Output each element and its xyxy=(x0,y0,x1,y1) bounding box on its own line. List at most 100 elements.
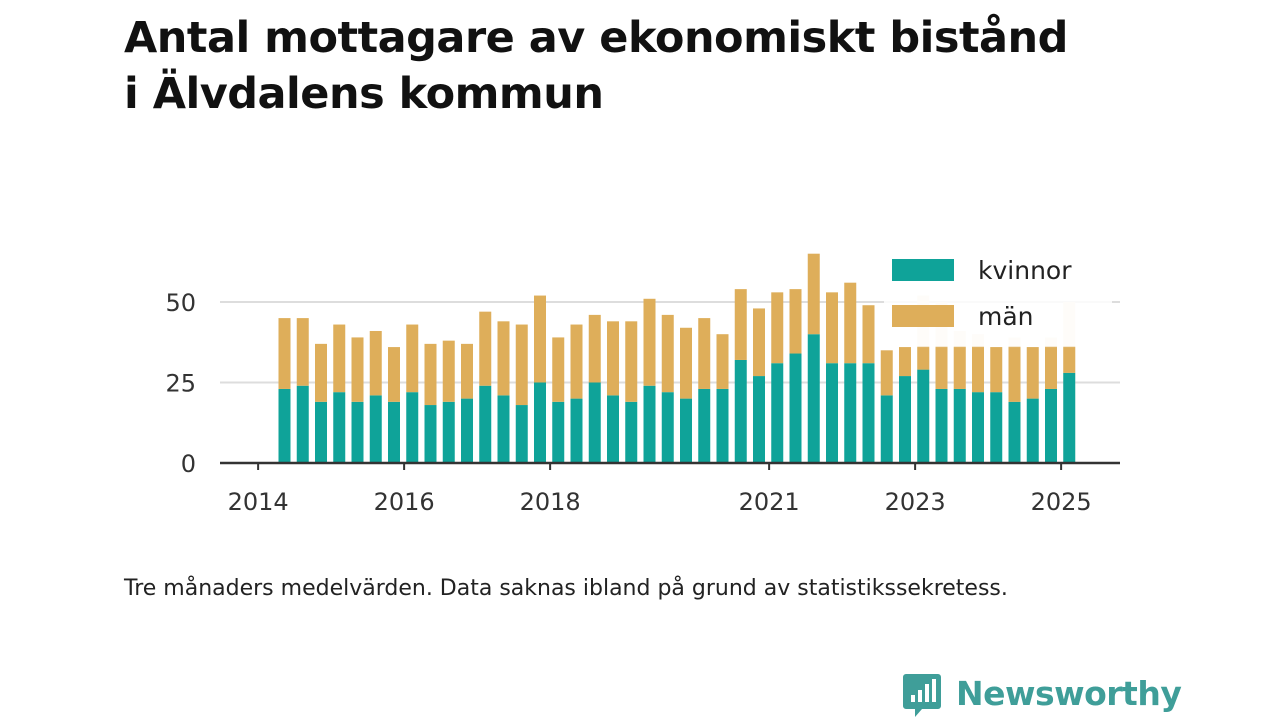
chart-footnote: Tre månaders medelvärden. Data saknas ib… xyxy=(124,576,1008,601)
bar-man xyxy=(515,324,528,406)
bar-kvinnor xyxy=(1045,388,1057,463)
title-line-1: Antal mottagare av ekonomiskt bistånd xyxy=(124,13,1068,63)
bar-man xyxy=(753,308,765,377)
bar-man xyxy=(534,295,546,383)
bar-man xyxy=(442,340,455,402)
chart-title: Antal mottagare av ekonomiskt bistånd i … xyxy=(124,10,1224,122)
bar-man xyxy=(1008,347,1021,402)
bar-kvinnor xyxy=(461,398,473,463)
bar-man xyxy=(972,347,984,393)
bar-kvinnor xyxy=(369,395,382,463)
bar-kvinnor xyxy=(771,363,784,463)
bar-kvinnor xyxy=(278,388,291,463)
bar-kvinnor xyxy=(935,388,948,463)
bar-kvinnor xyxy=(643,385,656,463)
bar-man xyxy=(388,347,400,402)
bar-kvinnor xyxy=(990,392,1003,463)
bar-kvinnor xyxy=(716,388,729,463)
bar-man xyxy=(278,318,291,389)
bar-kvinnor xyxy=(826,363,838,463)
bar-kvinnor xyxy=(1026,398,1039,463)
legend-swatch-0 xyxy=(892,259,954,281)
bar-man xyxy=(497,321,510,396)
bars xyxy=(278,253,1076,463)
axes: 0 25 50 2014 2016 2018 2021 2023 2025 xyxy=(165,289,1120,516)
bar-kvinnor xyxy=(552,401,565,463)
bar-kvinnor xyxy=(1063,372,1076,463)
bar-kvinnor xyxy=(315,401,327,463)
bar-kvinnor xyxy=(442,401,455,463)
bar-kvinnor xyxy=(698,388,711,463)
legend: kvinnor män xyxy=(884,248,1112,346)
y-tick-label: 50 xyxy=(165,289,196,317)
bar-man xyxy=(315,343,327,402)
bar-kvinnor xyxy=(661,392,674,463)
bar-man xyxy=(461,343,473,399)
bar-kvinnor xyxy=(789,353,802,463)
x-tick-label: 2016 xyxy=(374,488,435,516)
bar-man xyxy=(552,337,565,402)
bar-man xyxy=(351,337,364,402)
bar-chart: kvinnor män 0 25 50 2014 2016 2018 2021 2023 2025 xyxy=(165,248,1120,516)
bar-kvinnor xyxy=(388,401,400,463)
bar-kvinnor xyxy=(862,363,875,463)
bar-man xyxy=(296,318,309,386)
bar-man xyxy=(406,324,419,393)
bar-man xyxy=(1045,347,1057,389)
bar-man xyxy=(917,347,930,370)
bar-man xyxy=(899,347,911,377)
bar-man xyxy=(333,324,346,393)
bar-kvinnor xyxy=(680,398,692,463)
bar-kvinnor xyxy=(899,376,911,463)
bar-man xyxy=(588,314,601,383)
bar-kvinnor xyxy=(880,395,893,463)
bar-man xyxy=(570,324,583,399)
bar-man xyxy=(771,292,784,364)
bar-kvinnor xyxy=(953,388,966,463)
brand-name: Newsworthy xyxy=(956,673,1182,713)
bar-man xyxy=(1063,347,1076,373)
bar-kvinnor xyxy=(807,334,820,463)
x-tick-label: 2025 xyxy=(1031,488,1092,516)
x-tick-label: 2021 xyxy=(739,488,800,516)
bar-kvinnor xyxy=(497,395,510,463)
bar-kvinnor xyxy=(734,359,747,463)
y-tick-label: 0 xyxy=(181,450,196,478)
bar-man xyxy=(826,292,838,364)
bar-man xyxy=(990,347,1003,393)
bar-man xyxy=(734,289,747,360)
bar-man xyxy=(369,330,382,396)
legend-swatch-1 xyxy=(892,305,954,327)
bar-man xyxy=(1026,347,1039,399)
bar-man xyxy=(880,350,893,396)
x-tick-label: 2023 xyxy=(885,488,946,516)
bar-man xyxy=(479,311,492,386)
brand[interactable]: Newsworthy xyxy=(902,668,1182,718)
bar-man xyxy=(862,305,875,364)
bar-man xyxy=(789,289,802,354)
bar-man xyxy=(607,321,619,396)
x-tick-label: 2018 xyxy=(520,488,581,516)
bar-kvinnor xyxy=(534,382,546,463)
title-line-2: i Älvdalens kommun xyxy=(124,69,604,119)
bar-kvinnor xyxy=(570,398,583,463)
bar-man xyxy=(953,347,966,389)
bar-kvinnor xyxy=(351,401,364,463)
bar-kvinnor xyxy=(844,363,857,463)
bar-man xyxy=(643,298,656,386)
bar-kvinnor xyxy=(625,401,638,463)
newsworthy-logo-icon xyxy=(903,674,941,717)
bar-kvinnor xyxy=(333,392,346,463)
bar-kvinnor xyxy=(588,382,601,463)
bar-kvinnor xyxy=(296,385,309,463)
y-tick-label: 25 xyxy=(165,370,196,398)
bar-kvinnor xyxy=(972,392,984,463)
bar-man xyxy=(424,343,437,406)
x-tick-label: 2014 xyxy=(228,488,289,516)
bar-man xyxy=(844,282,857,364)
bar-man xyxy=(716,334,729,389)
bar-man xyxy=(698,318,711,389)
legend-label-0: kvinnor xyxy=(978,256,1072,285)
legend-label-1: män xyxy=(978,302,1034,331)
bar-kvinnor xyxy=(1008,401,1021,463)
